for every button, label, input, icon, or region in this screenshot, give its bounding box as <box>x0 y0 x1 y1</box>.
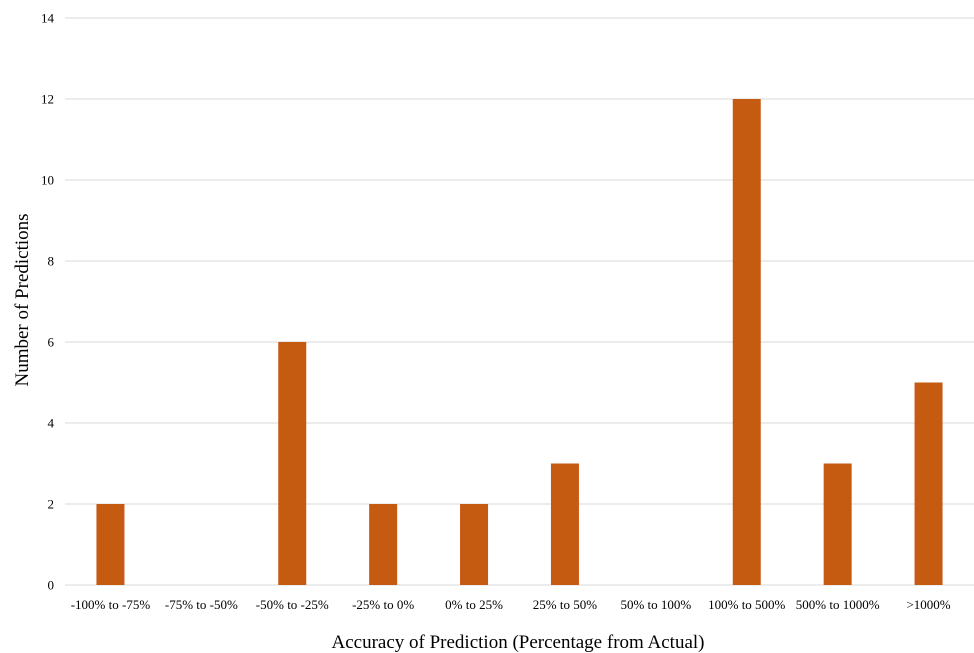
y-tick-label: 12 <box>41 92 54 107</box>
y-tick-label: 0 <box>48 578 55 593</box>
bars <box>96 99 943 585</box>
y-tick-label: 6 <box>48 335 55 350</box>
x-tick-label: -75% to -50% <box>165 597 238 612</box>
x-tick-label: 0% to 25% <box>445 597 503 612</box>
x-tick-label: -100% to -75% <box>71 597 151 612</box>
x-tick-label: >1000% <box>906 597 950 612</box>
y-tick-label: 14 <box>41 11 55 26</box>
bar <box>278 342 307 585</box>
x-tick-label: 500% to 1000% <box>796 597 880 612</box>
x-tick-label: 100% to 500% <box>708 597 785 612</box>
bar <box>369 504 398 585</box>
x-tick-label: -50% to -25% <box>256 597 329 612</box>
y-axis-title: Number of Predictions <box>12 213 33 386</box>
x-tick-label: 50% to 100% <box>620 597 691 612</box>
x-axis-ticks: -100% to -75% -75% to -50% -50% to -25% -25… <box>71 597 951 612</box>
y-tick-label: 2 <box>48 497 55 512</box>
gridlines <box>65 17 974 586</box>
bar <box>914 382 943 585</box>
bar <box>823 463 852 585</box>
x-tick-label: 25% to 50% <box>533 597 597 612</box>
y-axis-ticks: 0 2 4 6 8 10 12 14 <box>41 11 55 593</box>
bar <box>460 504 489 585</box>
y-tick-label: 8 <box>48 254 55 269</box>
x-axis-title: Accuracy of Prediction (Percentage from … <box>332 632 705 653</box>
bar <box>550 463 579 585</box>
y-tick-label: 4 <box>48 416 55 431</box>
y-tick-label: 10 <box>41 173 54 188</box>
x-tick-label: -25% to 0% <box>352 597 414 612</box>
bar <box>732 99 761 585</box>
bar <box>96 504 125 585</box>
